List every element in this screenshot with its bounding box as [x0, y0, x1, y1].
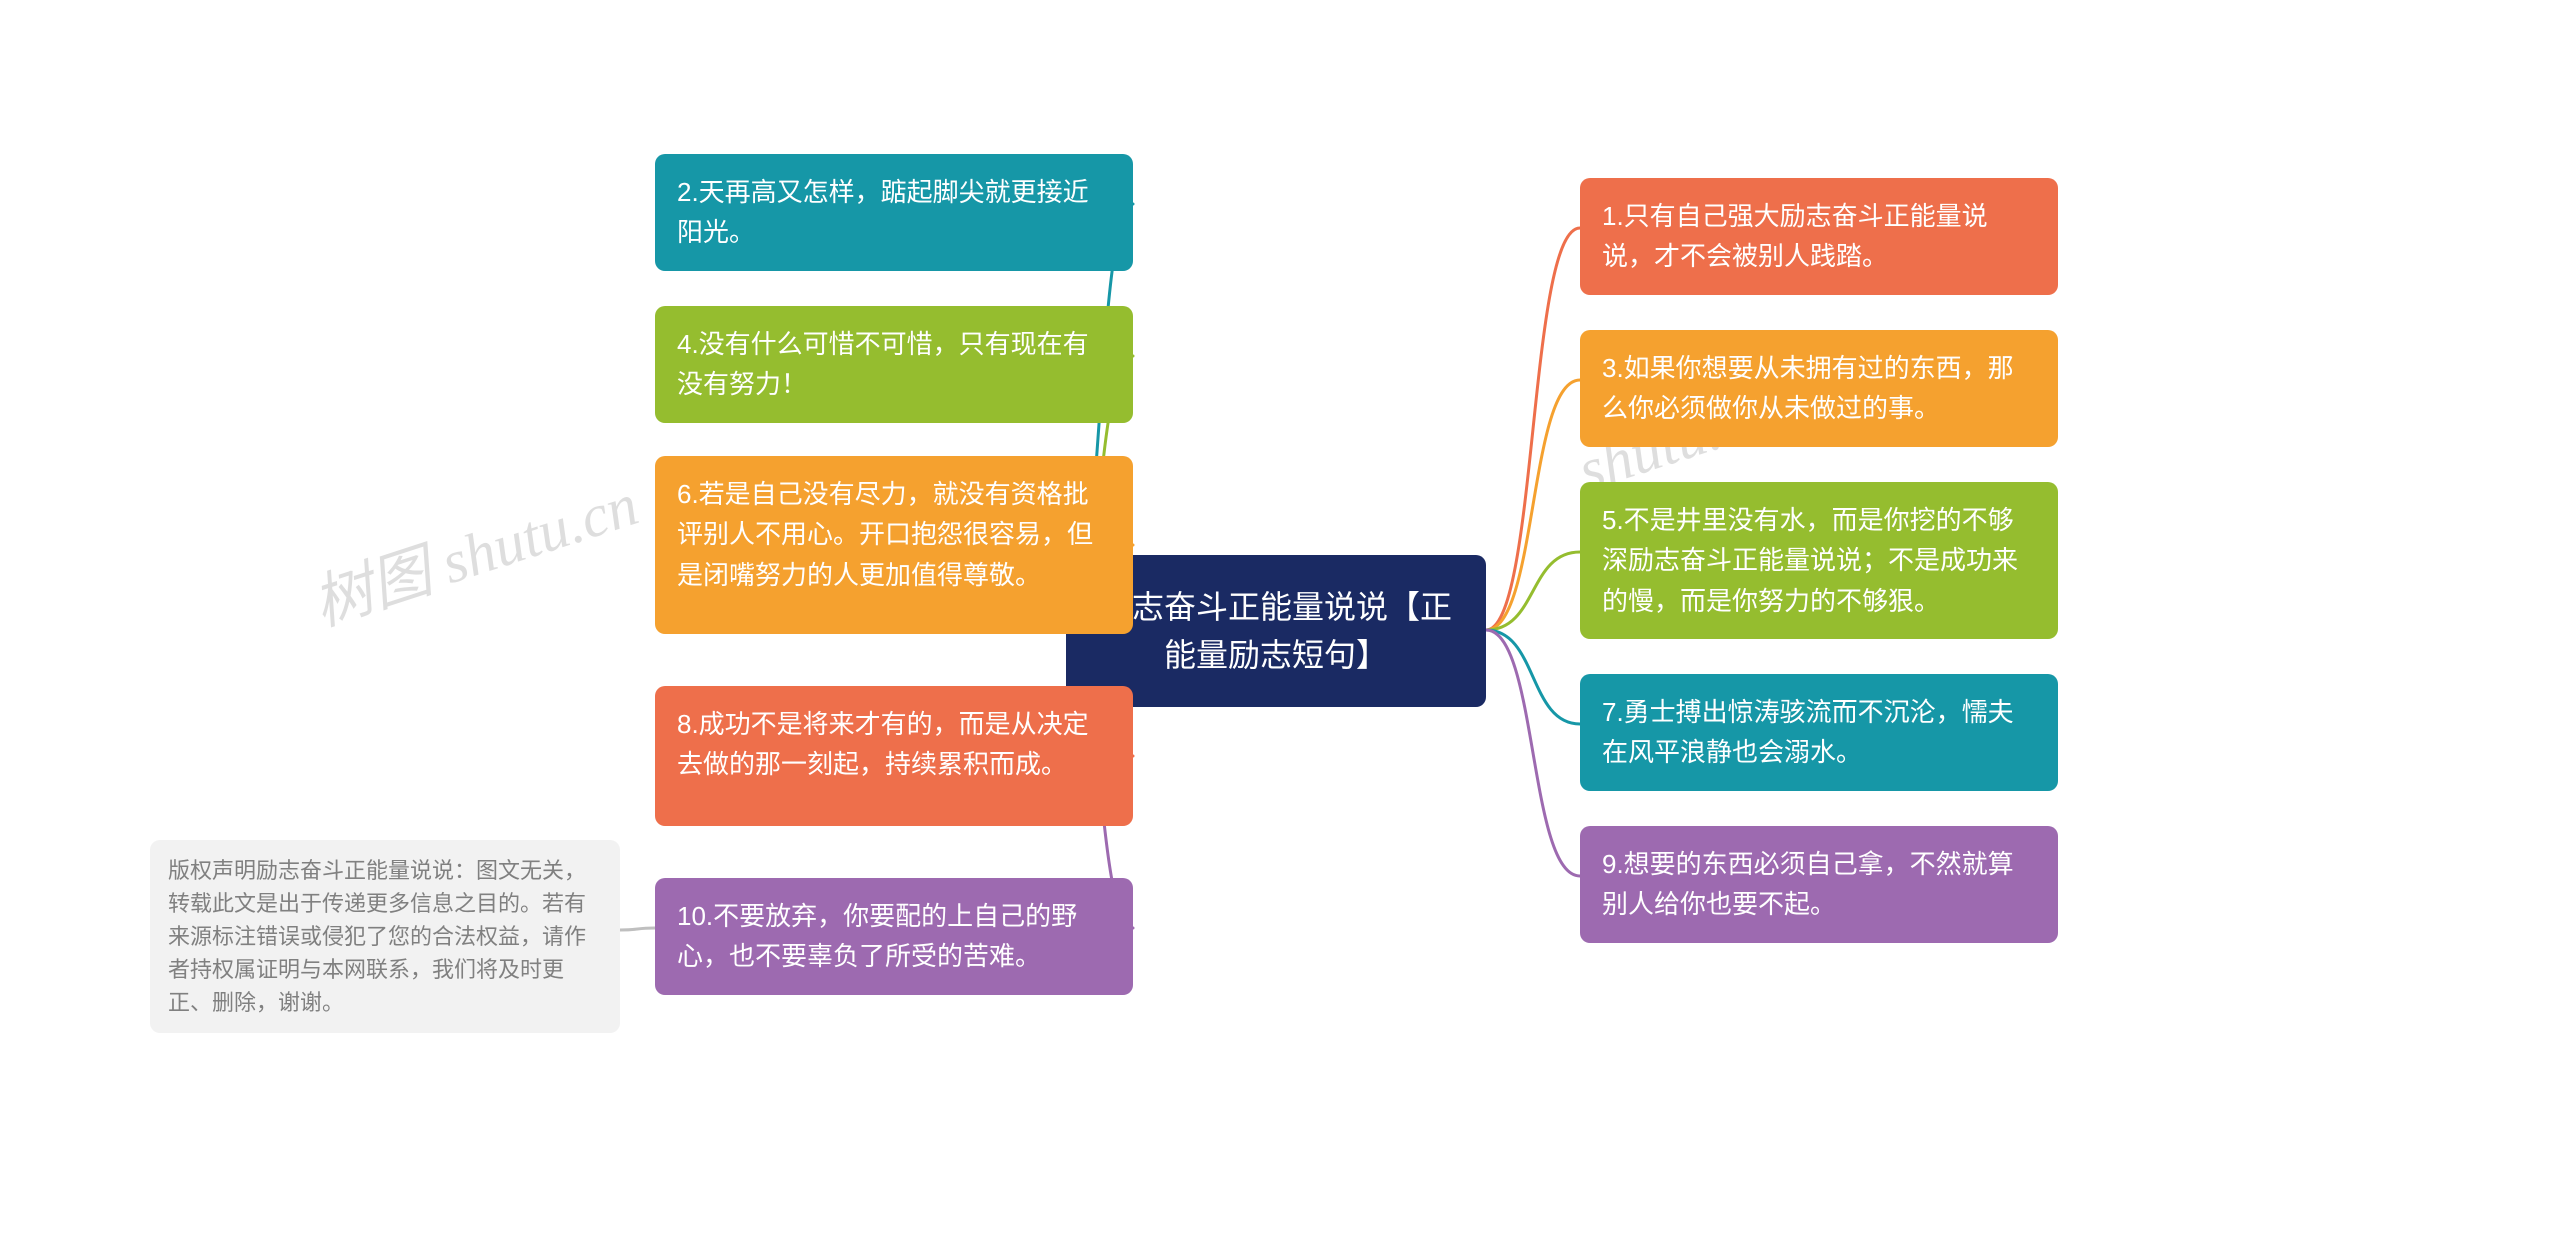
- left-node-10: 10.不要放弃，你要配的上自己的野心，也不要辜负了所受的苦难。: [655, 878, 1133, 995]
- right-node-9: 9.想要的东西必须自己拿，不然就算别人给你也要不起。: [1580, 826, 2058, 943]
- left-node-4: 4.没有什么可惜不可惜，只有现在有没有努力！: [655, 306, 1133, 423]
- right-node-3: 3.如果你想要从未拥有过的东西，那么你必须做你从未做过的事。: [1580, 330, 2058, 447]
- left-node-6: 6.若是自己没有尽力，就没有资格批评别人不用心。开口抱怨很容易，但是闭嘴努力的人…: [655, 456, 1133, 634]
- copyright-node: 版权声明励志奋斗正能量说说：图文无关，转载此文是出于传递更多信息之目的。若有来源…: [150, 840, 620, 1033]
- right-node-1: 1.只有自己强大励志奋斗正能量说说，才不会被别人践踏。: [1580, 178, 2058, 295]
- right-node-5: 5.不是井里没有水，而是你挖的不够深励志奋斗正能量说说；不是成功来的慢，而是你努…: [1580, 482, 2058, 639]
- watermark-1: 树图 shutu.cn: [300, 456, 647, 643]
- right-node-7: 7.勇士搏出惊涛骇流而不沉沦，懦夫在风平浪静也会溺水。: [1580, 674, 2058, 791]
- left-node-2: 2.天再高又怎样，踮起脚尖就更接近阳光。: [655, 154, 1133, 271]
- center-node-text: 励志奋斗正能量说说【正能量励志短句】: [1096, 583, 1456, 679]
- left-node-8: 8.成功不是将来才有的，而是从决定去做的那一刻起，持续累积而成。: [655, 686, 1133, 826]
- mindmap-canvas: 树图 shutu.cn shutu.cn 励志奋斗正能量说说【正能量励志短句】 …: [0, 0, 2560, 1251]
